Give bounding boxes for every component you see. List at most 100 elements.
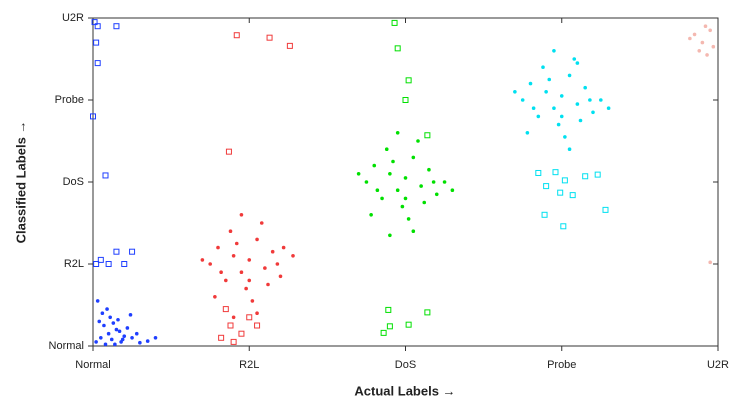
misclassified-point	[543, 183, 550, 190]
point	[247, 258, 252, 262]
misclassified-point	[129, 248, 136, 255]
misclassified-point	[594, 171, 601, 178]
point	[591, 110, 595, 115]
point	[572, 57, 577, 61]
point	[431, 180, 436, 184]
point	[697, 49, 702, 53]
point	[145, 339, 150, 343]
point	[239, 270, 244, 275]
point	[513, 90, 517, 94]
misclassified-point	[230, 338, 237, 345]
point	[567, 73, 572, 78]
point	[228, 229, 233, 233]
point	[99, 336, 103, 340]
point	[559, 94, 564, 98]
misclassified-point	[424, 309, 431, 316]
point	[556, 122, 561, 127]
point	[403, 196, 408, 201]
point	[559, 114, 564, 119]
point	[520, 98, 525, 102]
point	[109, 337, 114, 342]
point	[419, 184, 423, 188]
point	[259, 221, 264, 225]
point	[122, 334, 127, 338]
point	[116, 317, 120, 322]
point	[525, 131, 530, 135]
point	[224, 278, 228, 283]
misclassified-point	[386, 323, 393, 330]
point	[247, 278, 252, 283]
point	[711, 44, 716, 49]
misclassified-point	[218, 334, 225, 341]
point	[275, 262, 280, 266]
misclassified-point	[286, 42, 293, 49]
point	[369, 213, 373, 217]
point	[544, 90, 548, 94]
misclassified-point	[222, 306, 229, 313]
misclassified-point	[102, 172, 109, 179]
point	[208, 262, 212, 266]
point	[105, 307, 109, 311]
point	[114, 327, 119, 332]
point	[111, 321, 116, 325]
y-tick-label: Normal	[49, 340, 84, 352]
misclassified-point	[391, 19, 398, 26]
point	[403, 176, 408, 180]
point	[95, 299, 100, 303]
x-tick-label: R2L	[239, 359, 259, 371]
misclassified-point	[424, 132, 431, 139]
point	[692, 32, 697, 37]
point	[375, 188, 380, 192]
misclassified-point	[561, 177, 568, 184]
point	[113, 342, 117, 347]
misclassified-point	[105, 261, 112, 267]
misclassified-point	[535, 169, 542, 176]
misclassified-point	[394, 45, 401, 52]
point	[391, 159, 395, 164]
point	[281, 245, 286, 250]
point	[100, 311, 105, 316]
y-tick-label: DoS	[63, 176, 84, 188]
misclassified-point	[569, 192, 576, 199]
y-tick-label: Probe	[55, 94, 84, 106]
misclassified-point	[552, 169, 559, 176]
point	[552, 49, 556, 53]
point	[244, 286, 248, 291]
point	[231, 315, 236, 320]
point	[700, 40, 705, 45]
misclassified-point	[582, 173, 589, 180]
point	[364, 180, 369, 184]
misclassified-point	[233, 32, 240, 39]
point	[705, 53, 709, 57]
misclassified-point	[405, 77, 412, 84]
point	[270, 249, 275, 254]
point	[583, 85, 587, 90]
misclassified-point	[93, 261, 100, 267]
point	[688, 36, 692, 41]
point	[134, 331, 139, 336]
misclassified-point	[225, 148, 232, 155]
point	[103, 342, 108, 347]
point	[219, 270, 223, 275]
point	[575, 61, 580, 65]
point	[372, 163, 377, 168]
point	[250, 299, 255, 303]
point	[234, 241, 239, 246]
point	[255, 237, 259, 242]
misclassified-point	[380, 329, 387, 336]
point	[406, 217, 411, 221]
misclassified-point	[541, 211, 548, 218]
point	[395, 188, 400, 192]
point	[138, 340, 142, 345]
point	[411, 229, 416, 233]
misclassified-point	[91, 19, 98, 26]
point	[708, 260, 712, 265]
point	[708, 28, 712, 33]
point	[102, 323, 106, 328]
misclassified-point	[94, 23, 101, 30]
misclassified-point	[90, 113, 96, 120]
point	[531, 106, 536, 110]
point	[547, 77, 552, 82]
point	[128, 313, 133, 317]
point	[427, 167, 431, 172]
